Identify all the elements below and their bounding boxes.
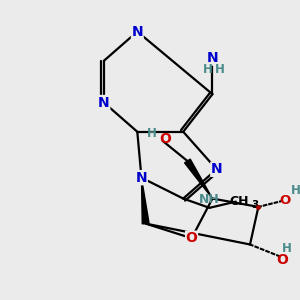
Text: N: N [207, 51, 218, 65]
Text: CH: CH [230, 195, 249, 208]
Text: O: O [277, 253, 288, 267]
Text: N: N [211, 162, 222, 176]
Polygon shape [142, 178, 149, 224]
Text: 3: 3 [251, 200, 259, 210]
Text: H: H [203, 63, 213, 76]
Text: O: O [279, 194, 290, 207]
Text: N: N [98, 95, 110, 110]
Text: N: N [136, 171, 147, 185]
Text: H: H [147, 127, 157, 140]
Text: NH: NH [199, 193, 220, 206]
Polygon shape [184, 159, 212, 199]
Text: O: O [186, 231, 197, 245]
Text: O: O [159, 132, 171, 146]
Text: H: H [215, 63, 225, 76]
Text: H: H [290, 184, 300, 197]
Text: H: H [282, 242, 292, 255]
Text: N: N [131, 25, 143, 39]
